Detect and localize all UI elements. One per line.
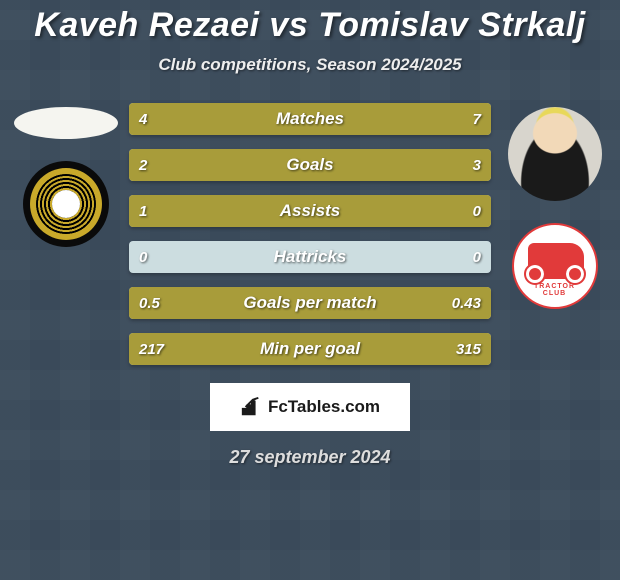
player-photo-left: [14, 107, 118, 139]
stat-value-right: 3: [473, 149, 481, 181]
stat-value-left: 0: [139, 241, 147, 273]
stat-label: Assists: [129, 195, 491, 227]
stat-value-right: 0: [473, 195, 481, 227]
subtitle: Club competitions, Season 2024/2025: [0, 55, 620, 75]
page-title: Kaveh Rezaei vs Tomislav Strkalj: [0, 6, 620, 45]
left-player-column: [8, 103, 123, 365]
stat-value-right: 0: [473, 241, 481, 273]
stat-row: Matches4 7: [129, 103, 491, 135]
stat-row: Goals2 3: [129, 149, 491, 181]
chart-icon: [240, 396, 262, 418]
stat-value-left: 1: [139, 195, 147, 227]
right-player-column: TRACTORCLUB: [497, 103, 612, 365]
club-crest-left: [23, 161, 109, 247]
stat-value-left: 0.5: [139, 287, 160, 319]
stat-row: Assists1 0: [129, 195, 491, 227]
comparison-card: Kaveh Rezaei vs Tomislav Strkalj Club co…: [0, 0, 620, 580]
stat-label: Goals: [129, 149, 491, 181]
player-photo-right: [508, 107, 602, 201]
club-crest-right: TRACTORCLUB: [512, 223, 598, 309]
stat-label: Goals per match: [129, 287, 491, 319]
stat-value-left: 2: [139, 149, 147, 181]
stat-value-left: 4: [139, 103, 147, 135]
stat-row: Goals per match0.5 0.43: [129, 287, 491, 319]
stat-label: Min per goal: [129, 333, 491, 365]
stat-value-left: 217: [139, 333, 164, 365]
stat-label: Hattricks: [129, 241, 491, 273]
stats-bars: Matches47Goals23Assists10Hattricks00Goal…: [123, 103, 497, 365]
stat-value-right: 0.43: [452, 287, 481, 319]
stat-row: Hattricks0 0: [129, 241, 491, 273]
fctables-logo[interactable]: FcTables.com: [210, 383, 410, 431]
stat-value-right: 315: [456, 333, 481, 365]
date-line: 27 september 2024: [0, 447, 620, 468]
stat-value-right: 7: [473, 103, 481, 135]
stat-row: Min per goal217 315: [129, 333, 491, 365]
stat-label: Matches: [129, 103, 491, 135]
logo-text: FcTables.com: [268, 397, 380, 417]
main-row: Matches47Goals23Assists10Hattricks00Goal…: [0, 103, 620, 365]
